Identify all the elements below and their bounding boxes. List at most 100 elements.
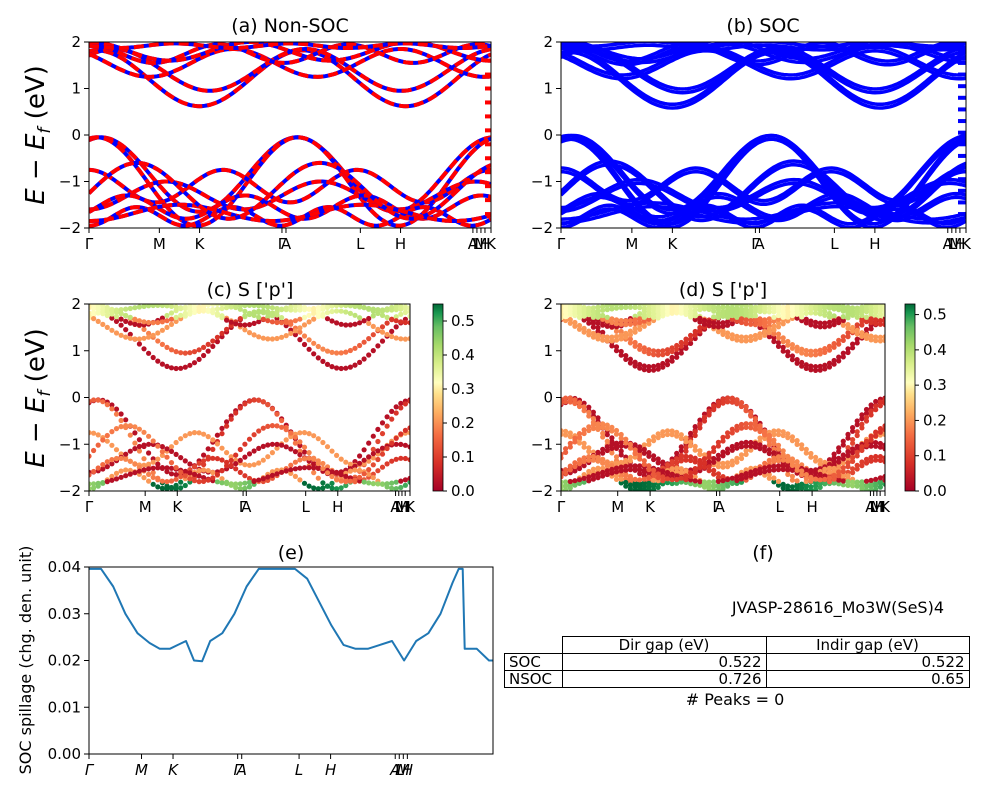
projection-point [210, 475, 216, 481]
projection-point [692, 332, 698, 338]
projection-point [366, 480, 372, 486]
projection-point [729, 304, 735, 307]
projection-point [752, 422, 759, 428]
projection-point [352, 459, 358, 465]
projection-point [720, 304, 726, 310]
projection-point [613, 328, 620, 334]
projection-point [780, 485, 786, 491]
projection-point [123, 423, 129, 429]
projection-point [233, 481, 239, 487]
panel-d-title: (d) S ['p'] [679, 279, 767, 301]
k-tick-label: A [943, 235, 954, 253]
projection-point [813, 310, 819, 316]
projection-point [301, 314, 308, 320]
projection-point [840, 473, 846, 479]
projection-point [242, 462, 248, 468]
projection-point [845, 334, 851, 340]
projection-point [632, 343, 638, 349]
projection-point [711, 407, 717, 413]
projection-point [370, 348, 376, 354]
projection-point [600, 329, 606, 335]
projection-point [196, 307, 202, 313]
projection-point [242, 401, 248, 407]
projection-point [164, 479, 170, 485]
band-line [561, 45, 966, 77]
projection-point [873, 338, 879, 344]
projection-point [706, 304, 712, 308]
projection-point [393, 441, 399, 447]
projection-point [697, 421, 703, 427]
projection-point [766, 334, 772, 340]
projection-point [669, 477, 675, 483]
projection-point [609, 319, 615, 326]
projection-point [89, 486, 92, 491]
projection-point [725, 399, 731, 405]
projection-point [637, 311, 643, 317]
projection-point [743, 317, 749, 323]
projection-point [191, 349, 198, 355]
projection-point [623, 330, 629, 336]
projection-point [651, 352, 657, 358]
projection-point [780, 463, 786, 469]
projection-point [729, 316, 735, 322]
projection-point [182, 350, 188, 356]
panel-e-yticks: 0.040.030.020.010.00 [48, 558, 89, 763]
projection-point [623, 304, 629, 310]
projection-point [357, 359, 363, 365]
projection-point [734, 397, 740, 403]
projection-point [260, 457, 266, 463]
projection-point [361, 479, 367, 485]
projection-point [729, 475, 735, 481]
projection-point [205, 456, 211, 462]
projection-point [347, 310, 353, 316]
projection-point [688, 308, 694, 314]
projection-point [205, 341, 211, 347]
projection-point [205, 477, 211, 483]
projection-point [214, 306, 220, 312]
projection-point [752, 440, 759, 446]
projection-point [210, 446, 216, 452]
projection-point [398, 441, 404, 447]
projection-point [251, 332, 257, 338]
projection-point [808, 352, 814, 358]
projection-point [845, 445, 851, 451]
band-line [561, 163, 966, 223]
projection-point [826, 364, 833, 370]
projection-point [688, 439, 694, 445]
projection-point [817, 320, 823, 326]
projection-point [393, 318, 399, 324]
projection-point [104, 459, 110, 465]
projection-point [572, 478, 578, 484]
projection-point [859, 479, 865, 485]
projection-point [868, 326, 874, 332]
projection-point [389, 458, 395, 464]
projection-point [393, 410, 399, 416]
projection-point [292, 449, 298, 455]
projection-point [854, 429, 860, 435]
projection-point [877, 444, 884, 450]
projection-point [618, 336, 624, 342]
projection-point [329, 308, 335, 315]
projection-point [771, 467, 777, 473]
projection-point [219, 425, 225, 431]
projection-point [771, 459, 777, 465]
projection-point [600, 469, 606, 475]
projection-point [808, 454, 814, 460]
projection-point [201, 478, 207, 484]
k-tick-label: Γ [239, 498, 248, 516]
projection-point [600, 456, 606, 462]
projection-point [743, 334, 749, 340]
projection-point [228, 416, 234, 422]
y-tick-label: 2 [71, 295, 81, 313]
projection-point [766, 305, 772, 311]
projection-point [836, 459, 842, 465]
projection-point [118, 322, 124, 328]
projection-point [762, 432, 768, 438]
projection-point [822, 459, 828, 465]
projection-point [279, 315, 285, 321]
projection-point [692, 469, 698, 475]
projection-point [288, 430, 294, 436]
projection-point [789, 467, 796, 473]
projection-point [590, 330, 597, 336]
projection-point [595, 320, 601, 326]
